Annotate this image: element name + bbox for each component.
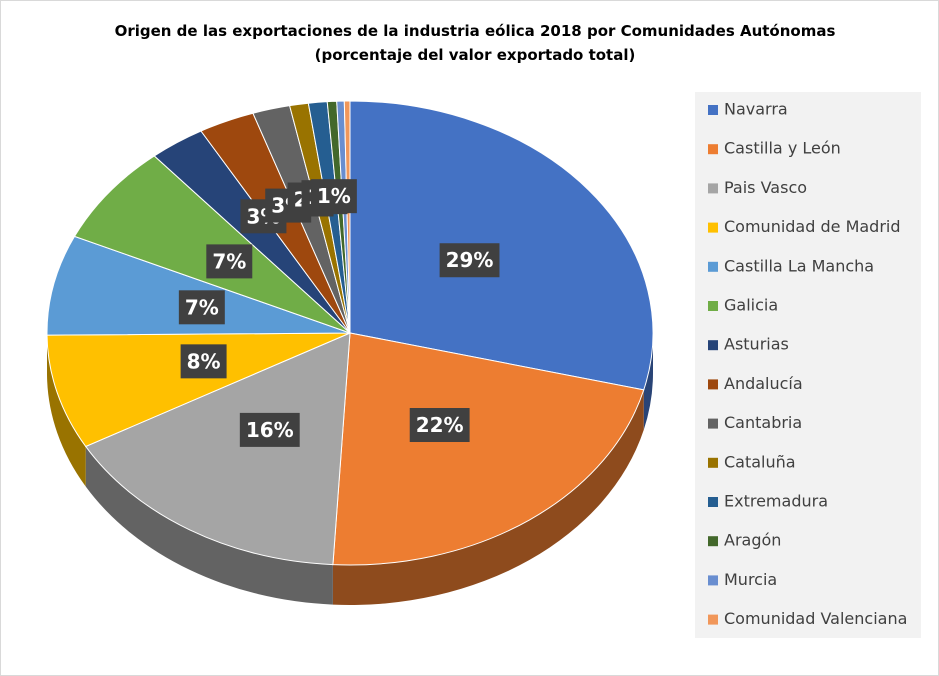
legend-label: Castilla La Mancha <box>724 256 874 275</box>
legend-swatch <box>708 536 718 547</box>
data-label-box <box>180 344 227 379</box>
legend-label: Galicia <box>724 296 778 315</box>
slice-side <box>332 389 644 605</box>
legend-label: Murcia <box>724 570 777 589</box>
legend-label: Aragón <box>724 531 781 550</box>
slice <box>343 100 351 334</box>
data-label-box <box>206 244 253 279</box>
legend-swatch <box>708 261 718 272</box>
data-label-box <box>439 243 500 278</box>
legend-swatch <box>708 301 718 311</box>
legend-label: Comunidad Valenciana <box>724 609 907 628</box>
legend-swatch <box>708 183 718 194</box>
legend-swatch <box>708 497 718 507</box>
data-label-box <box>409 408 470 443</box>
legend-label: Pais Vasco <box>724 178 807 197</box>
slice-side <box>47 335 86 487</box>
slice-side <box>85 446 333 605</box>
legend-label: Navarra <box>724 100 788 119</box>
data-label: 7% <box>185 295 219 319</box>
legend-label: Castilla y León <box>724 139 841 158</box>
legend-swatch <box>708 418 718 429</box>
legend-box <box>695 92 921 638</box>
data-label: 29% <box>446 248 494 272</box>
legend-label: Extremadura <box>724 492 828 511</box>
legend-swatch <box>708 222 718 233</box>
legend-label: Cataluña <box>724 452 796 471</box>
legend-label: Asturias <box>724 335 789 354</box>
slice <box>332 332 645 566</box>
data-label: 1% <box>317 184 351 208</box>
legend-label: Andalucía <box>724 374 803 393</box>
slice-side <box>643 333 653 430</box>
legend-swatch <box>708 105 718 115</box>
chart-subtitle: (porcentaje del valor exportado total) <box>315 46 636 64</box>
legend-label: Comunidad de Madrid <box>724 217 901 236</box>
slice <box>46 235 351 336</box>
data-label: 22% <box>416 413 464 437</box>
data-label: 7% <box>212 249 246 273</box>
legend-swatch <box>708 340 718 351</box>
data-label: 8% <box>187 349 221 373</box>
legend-swatch <box>708 379 718 390</box>
slice <box>46 332 351 448</box>
data-label-box <box>239 412 300 447</box>
slice <box>349 100 654 391</box>
data-label-box <box>178 290 225 325</box>
legend-label: Cantabria <box>724 413 802 432</box>
legend-swatch <box>708 144 718 155</box>
chart-title: Origen de las exportaciones de la indust… <box>115 22 836 40</box>
data-label: 16% <box>246 418 294 442</box>
legend-swatch <box>708 457 718 468</box>
data-label-box <box>310 179 357 214</box>
legend-swatch <box>708 575 718 586</box>
slice <box>84 332 351 566</box>
legend-swatch <box>708 614 718 625</box>
